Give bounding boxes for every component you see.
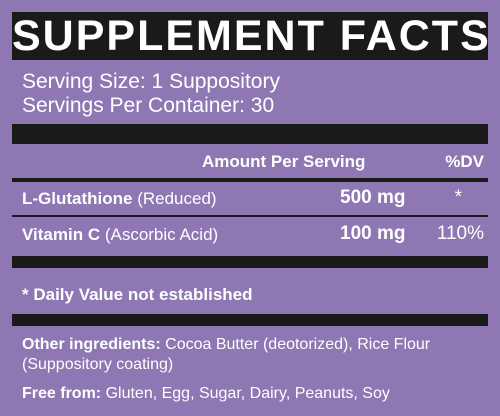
thick-divider bbox=[12, 256, 488, 268]
servings-per-container: Servings Per Container: 30 bbox=[22, 94, 275, 117]
supplement-facts-panel: SUPPLEMENT FACTS Serving Size: 1 Supposi… bbox=[12, 12, 491, 404]
other-ingredients: Other ingredients: Cocoa Butter (deotori… bbox=[22, 335, 484, 375]
thick-divider bbox=[12, 314, 488, 326]
nutrient-row: L-Glutathione (Reduced) 500 mg * bbox=[22, 183, 484, 215]
daily-value-header: %DV bbox=[445, 152, 484, 171]
amount-per-serving-header: Amount Per Serving bbox=[202, 152, 366, 171]
nutrient-amount: 100 mg bbox=[340, 223, 406, 244]
nutrient-name: L-Glutathione (Reduced) bbox=[22, 189, 217, 208]
thick-divider bbox=[12, 124, 488, 144]
serving-size: Serving Size: 1 Suppository bbox=[22, 70, 280, 93]
row-divider bbox=[12, 215, 488, 217]
free-from-label: Free from: bbox=[22, 385, 102, 402]
nutrient-row: Vitamin C (Ascorbic Acid) 100 mg 110% bbox=[22, 219, 484, 251]
table-header: Amount Per Serving %DV bbox=[12, 146, 488, 176]
free-from-text: Gluten, Egg, Sugar, Dairy, Peanuts, Soy bbox=[101, 385, 390, 402]
header-divider bbox=[12, 178, 488, 182]
other-ingredients-label: Other ingredients: bbox=[22, 336, 161, 353]
nutrient-dv: * bbox=[454, 187, 462, 208]
panel-title: SUPPLEMENT FACTS bbox=[12, 12, 491, 60]
nutrient-name: Vitamin C (Ascorbic Acid) bbox=[22, 225, 219, 244]
daily-value-footnote: * Daily Value not established bbox=[22, 285, 253, 304]
other-ingredients-text: Cocoa Butter (deotorized), Rice Flour (S… bbox=[22, 336, 431, 373]
nutrient-amount: 500 mg bbox=[340, 187, 406, 208]
nutrient-dv: 110% bbox=[436, 223, 484, 244]
free-from: Free from: Gluten, Egg, Sugar, Dairy, Pe… bbox=[22, 384, 484, 404]
